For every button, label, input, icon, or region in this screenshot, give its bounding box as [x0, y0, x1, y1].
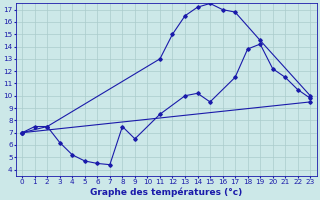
X-axis label: Graphe des températures (°c): Graphe des températures (°c)	[90, 187, 242, 197]
